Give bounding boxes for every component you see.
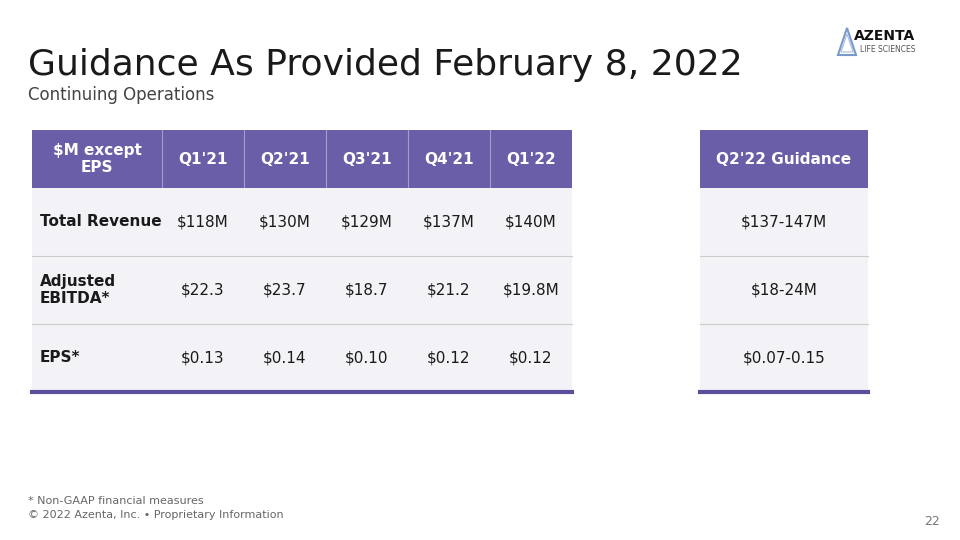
Text: $21.2: $21.2 <box>427 282 470 298</box>
Text: $129M: $129M <box>341 214 393 230</box>
FancyBboxPatch shape <box>32 188 572 392</box>
Text: $19.8M: $19.8M <box>503 282 560 298</box>
Text: $0.14: $0.14 <box>263 350 307 366</box>
Text: $130M: $130M <box>259 214 311 230</box>
Text: $137-147M: $137-147M <box>741 214 828 230</box>
Text: EPS*: EPS* <box>40 350 81 366</box>
Text: Q1'21: Q1'21 <box>179 152 228 166</box>
Text: LIFE SCIENCES: LIFE SCIENCES <box>859 45 915 55</box>
Text: Q3'21: Q3'21 <box>342 152 392 166</box>
Text: 22: 22 <box>924 515 940 528</box>
Text: Total Revenue: Total Revenue <box>40 214 161 230</box>
Text: $118M: $118M <box>178 214 228 230</box>
Text: $18.7: $18.7 <box>346 282 389 298</box>
FancyBboxPatch shape <box>32 130 572 188</box>
Text: Adjusted
EBITDA*: Adjusted EBITDA* <box>40 274 116 306</box>
Text: AZENTA: AZENTA <box>853 29 915 43</box>
Text: $0.13: $0.13 <box>181 350 225 366</box>
Text: $0.12: $0.12 <box>509 350 553 366</box>
Text: Q2'21: Q2'21 <box>260 152 310 166</box>
Text: Continuing Operations: Continuing Operations <box>28 86 214 104</box>
Text: $M except
EPS: $M except EPS <box>53 143 141 175</box>
Text: $137M: $137M <box>423 214 475 230</box>
Text: $23.7: $23.7 <box>263 282 307 298</box>
FancyBboxPatch shape <box>700 188 868 392</box>
Text: $22.3: $22.3 <box>181 282 225 298</box>
Text: Guidance As Provided February 8, 2022: Guidance As Provided February 8, 2022 <box>28 48 743 82</box>
Text: $0.12: $0.12 <box>427 350 470 366</box>
Text: Q4'21: Q4'21 <box>424 152 474 166</box>
Text: $0.07-0.15: $0.07-0.15 <box>743 350 826 366</box>
Text: $140M: $140M <box>505 214 557 230</box>
Text: $0.10: $0.10 <box>346 350 389 366</box>
Text: $18-24M: $18-24M <box>751 282 817 298</box>
Text: * Non-GAAP financial measures: * Non-GAAP financial measures <box>28 496 204 506</box>
Text: Q2'22 Guidance: Q2'22 Guidance <box>716 152 852 166</box>
FancyBboxPatch shape <box>700 130 868 188</box>
Text: Q1'22: Q1'22 <box>506 152 556 166</box>
Text: © 2022 Azenta, Inc. • Proprietary Information: © 2022 Azenta, Inc. • Proprietary Inform… <box>28 510 283 520</box>
